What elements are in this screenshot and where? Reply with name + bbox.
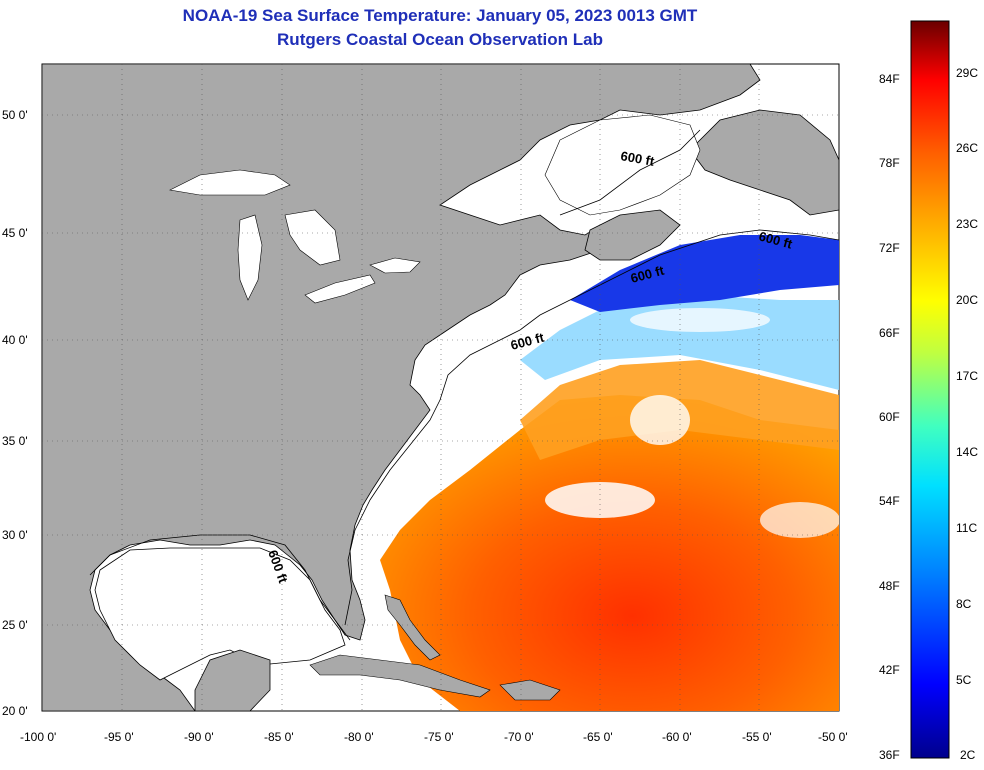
lon-label: -100 0': [20, 730, 57, 744]
colorbar-c-label: 11C: [956, 521, 978, 535]
cloud-gap: [545, 482, 655, 518]
lat-label: 20 0': [2, 704, 28, 718]
sst-cold-region: [570, 235, 839, 312]
temperature-colorbar: [910, 20, 950, 759]
great-lake-michigan: [237, 214, 263, 301]
lon-label: -85 0': [264, 730, 294, 744]
land-hispaniola: [499, 679, 561, 701]
cloud-gap: [760, 502, 839, 538]
lat-label: 45 0': [2, 226, 28, 240]
colorbar-f-label: 78F: [879, 156, 900, 170]
great-lake-huron: [284, 209, 341, 266]
map-title: NOAA-19 Sea Surface Temperature: January…: [182, 6, 698, 25]
contour-label: 600 ft: [619, 148, 656, 169]
colorbar-f-label: 42F: [879, 663, 900, 677]
colorbar-f-label: 54F: [879, 494, 900, 508]
colorbar-c-label: 17C: [956, 369, 979, 383]
lon-label: -90 0': [184, 730, 214, 744]
land-yucatan: [194, 649, 271, 711]
colorbar-f-label: 48F: [879, 579, 900, 593]
gulf-of-mexico: [94, 547, 346, 681]
colorbar-f-label: 36F: [879, 748, 900, 762]
colorbar-f-label: 60F: [879, 410, 900, 424]
great-lake-ontario: [369, 257, 421, 274]
land-nova-scotia: [584, 209, 681, 261]
cloud-gap: [630, 395, 690, 445]
lon-label: -95 0': [104, 730, 134, 744]
lon-label: -70 0': [504, 730, 534, 744]
lon-label: -75 0': [424, 730, 454, 744]
lat-label: 40 0': [2, 333, 28, 347]
land-newfoundland: [689, 109, 839, 216]
colorbar-c-label: 20C: [956, 293, 979, 307]
lon-label: -55 0': [742, 730, 772, 744]
colorbar-c-label: 8C: [956, 597, 972, 611]
lat-label: 25 0': [2, 618, 28, 632]
colorbar-c-label: 2C: [960, 748, 976, 762]
lon-label: -50 0': [818, 730, 848, 744]
colorbar-f-label: 66F: [879, 326, 900, 340]
bathymetry-contour-600ft: [89, 129, 839, 641]
lon-label: -65 0': [583, 730, 613, 744]
colorbar-c-label: 29C: [956, 66, 979, 80]
great-lake-superior: [169, 169, 291, 196]
lat-label: 35 0': [2, 434, 28, 448]
cloud-gap: [630, 308, 770, 332]
great-lake-erie: [304, 274, 376, 304]
colorbar-c-label: 5C: [956, 673, 972, 687]
lon-label: -60 0': [662, 730, 692, 744]
colorbar-c-label: 14C: [956, 445, 979, 459]
lon-label: -80 0': [344, 730, 374, 744]
colorbar-c-label: 23C: [956, 217, 979, 231]
lat-label: 30 0': [2, 528, 28, 542]
lat-label: 50 0': [2, 108, 28, 122]
colorbar-f-label: 72F: [879, 241, 900, 255]
land-bahamas: [384, 594, 441, 661]
colorbar-f-label: 84F: [879, 72, 900, 86]
land-cuba: [309, 654, 491, 698]
colorbar-c-label: 26C: [956, 141, 979, 155]
gulf-of-st-lawrence: [544, 114, 701, 216]
map-subtitle: Rutgers Coastal Ocean Observation Lab: [277, 30, 603, 49]
sst-warm-region: [380, 395, 839, 711]
